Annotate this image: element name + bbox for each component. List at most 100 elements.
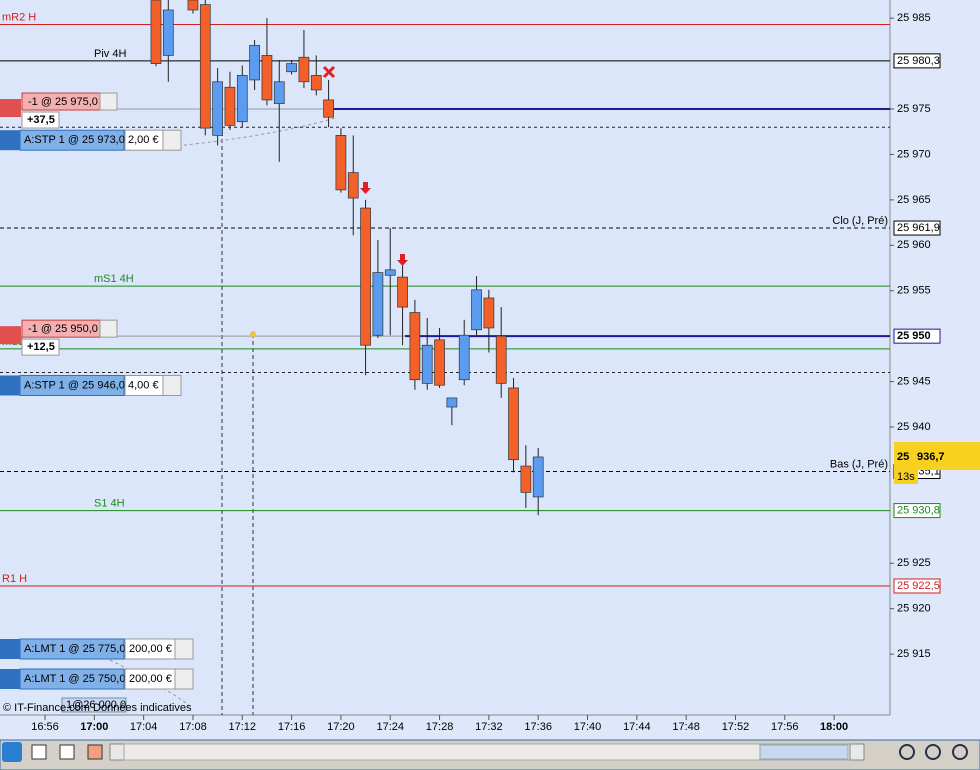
level-tag: 25 922,5: [897, 580, 940, 592]
copyright: © IT-Finance.com Données indicatives: [3, 702, 192, 714]
markers: [250, 65, 408, 337]
y-tick-label: 25 920: [897, 603, 931, 615]
zoom-out[interactable]: [925, 744, 941, 760]
y-tick-label: 25 960: [897, 239, 931, 251]
close-button[interactable]: [162, 374, 182, 396]
scroll-left[interactable]: [109, 743, 125, 761]
y-tick-label: 25 925: [897, 557, 931, 569]
candle-body: [249, 45, 260, 81]
level-label: R1 H: [2, 573, 27, 585]
candle-body: [495, 335, 507, 384]
hidden-order-box: [61, 697, 127, 713]
candle-body: [199, 4, 211, 129]
candle-body: [397, 276, 408, 308]
x-tick-label: 17:20: [327, 721, 355, 733]
x-tick-label: 17:48: [672, 721, 700, 733]
candles: [150, 0, 544, 516]
y-tick-label: 25 970: [897, 148, 931, 160]
x-tick-label: 17:12: [229, 721, 257, 733]
layer: 25 985 25 975 25 970 25 965 25 960 25 955 25 9…: [0, 0, 980, 733]
close-button[interactable]: [99, 92, 118, 111]
pending-box: [19, 668, 125, 690]
tool-button[interactable]: [31, 744, 47, 760]
x-tick-label: 17:04: [130, 721, 158, 733]
candle-body: [187, 0, 199, 11]
gear-button[interactable]: [0, 99, 21, 118]
gear-button[interactable]: [0, 639, 21, 659]
x-tick-label: 17:32: [475, 721, 503, 733]
scroll-thumb[interactable]: [759, 744, 849, 760]
current-small: 25: [897, 451, 909, 463]
level-tag-box: [893, 578, 941, 594]
gear-button[interactable]: [0, 375, 21, 396]
cross-marker: [322, 65, 336, 79]
order-tag: 25 950: [897, 330, 931, 342]
x-tick-label: 17:24: [376, 721, 404, 733]
candle-body: [360, 207, 371, 346]
order-pnl: +12,5: [27, 341, 55, 353]
candle-body: [458, 334, 470, 381]
level-tag-box: [893, 220, 941, 236]
candle-body: [224, 86, 236, 126]
close-button[interactable]: [174, 638, 194, 660]
stop-cost: 4,00 €: [128, 379, 159, 391]
scroll-right[interactable]: [849, 743, 865, 761]
candle-body: [384, 269, 396, 276]
level-label: Clo (J, Pré): [832, 215, 888, 227]
plot-area: [0, 0, 890, 715]
tool-button[interactable]: [59, 744, 75, 760]
candle-body: [162, 9, 174, 56]
pending-cost: 200,00 €: [129, 673, 172, 685]
level-tag: 25 930,8: [897, 504, 940, 516]
candle-body: [286, 63, 297, 73]
close-button[interactable]: [99, 319, 118, 338]
stop-label: A:STP 1 @ 25 946,0: [24, 379, 125, 391]
level-label: Piv 4H: [94, 48, 126, 60]
toolbar-icons: [2, 742, 968, 762]
pending-label: A:LMT 1 @ 25 775,0: [24, 643, 125, 655]
gear-button[interactable]: [0, 326, 21, 345]
scrollbar[interactable]: [123, 743, 851, 761]
candle-body: [261, 55, 273, 101]
y-tick-label: 25 985: [897, 12, 931, 24]
order-label: -1 @ 25 975,0: [28, 96, 98, 108]
y-tick-label: 25 915: [897, 648, 931, 660]
x-tick-label: 17:28: [426, 721, 454, 733]
order-label: -1 @ 25 950,0: [28, 323, 98, 335]
stop-label: A:STP 1 @ 25 973,0: [24, 134, 125, 146]
candle-body: [150, 0, 162, 64]
gear-button[interactable]: [0, 130, 21, 151]
tool-button[interactable]: [87, 744, 103, 760]
gear-button[interactable]: [0, 669, 21, 689]
level-label: mS1 4H: [94, 273, 134, 285]
stop-box: [19, 374, 125, 396]
order-dot: [250, 331, 256, 337]
candle-body: [298, 56, 310, 83]
level-tag-box: [893, 503, 941, 519]
share-button[interactable]: [2, 742, 22, 762]
level-tag: 25 961,9: [897, 222, 940, 234]
candle-body: [212, 81, 223, 136]
current-big: 936,7: [917, 451, 945, 463]
candle-body: [421, 344, 433, 384]
zoom-in[interactable]: [952, 744, 968, 760]
pending-box: [19, 638, 125, 660]
level-tag-box: [893, 53, 941, 69]
current-price-box: [894, 441, 980, 470]
zoom-fit[interactable]: [899, 744, 915, 760]
x-tick-label: 17:08: [179, 721, 207, 733]
close-button[interactable]: [162, 129, 182, 151]
y-tick-label: 25 940: [897, 421, 931, 433]
pnl-box: [21, 111, 60, 129]
candle-body: [310, 75, 322, 91]
candle-body: [236, 75, 248, 123]
arrow-marker: [360, 182, 371, 194]
candle-body: [446, 397, 458, 408]
candle-body: [434, 339, 445, 386]
close-button[interactable]: [174, 668, 194, 690]
x-tick-label: 17:56: [771, 721, 799, 733]
candle-body: [471, 289, 482, 331]
level-tag: 25 980,3: [897, 55, 940, 67]
x-tick-label: 17:36: [524, 721, 552, 733]
